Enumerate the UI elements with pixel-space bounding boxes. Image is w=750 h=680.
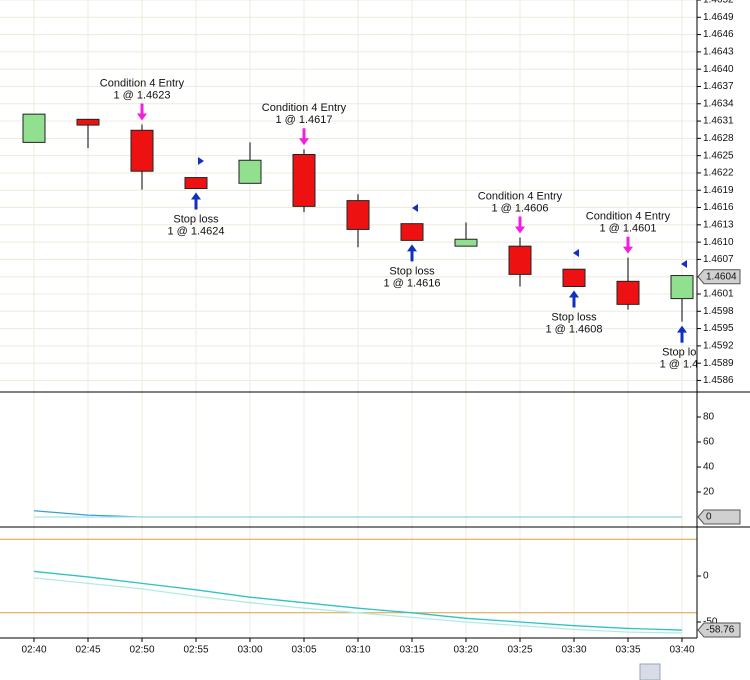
- candle-body: [184, 177, 208, 190]
- annotation-text: 1 @ 1.46: [660, 359, 705, 371]
- y-tick-label: 1.4586: [703, 375, 734, 386]
- series-line: [33, 570, 683, 631]
- y-tick-label: 20: [703, 487, 715, 498]
- candle-body: [454, 238, 478, 247]
- y-tick-label: 40: [703, 462, 715, 473]
- y-tick-label: 1.4607: [703, 254, 734, 265]
- y-tick-label: 1.4592: [703, 341, 734, 352]
- y-tick-label: 1.4598: [703, 306, 734, 317]
- y-tick-label: 1.4601: [703, 289, 734, 300]
- candle-body: [130, 129, 154, 172]
- annotation-text: Stop loss: [173, 213, 219, 225]
- y-tick-label: 1.4595: [703, 323, 734, 334]
- candle-body: [670, 275, 694, 300]
- y-tick-label: 0: [703, 571, 709, 582]
- last-value-box: [697, 269, 741, 285]
- x-tick-label: 03:20: [453, 645, 478, 656]
- last-value-label: -58.76: [706, 625, 735, 636]
- entry-arrow-head: [623, 246, 633, 254]
- y-tick-label: 1.4631: [703, 116, 734, 127]
- scrollbar-thumb[interactable]: [639, 663, 661, 680]
- candle-body: [22, 113, 46, 143]
- stop-arrow-head: [191, 192, 201, 200]
- entry-arrow-head: [515, 226, 525, 234]
- y-tick-label: 1.4649: [703, 12, 734, 23]
- annotation-text: 1 @ 1.4616: [383, 277, 440, 289]
- entry-arrow-head: [137, 113, 147, 121]
- stop-arrow-head: [407, 244, 417, 252]
- candle-body: [292, 153, 316, 207]
- y-tick-label: 1.4637: [703, 81, 734, 92]
- flag: [681, 260, 687, 268]
- other-layer: 02:40 02:45 02:50 02:55 03:00 03:05 03:10 03:15…: [0, 0, 741, 656]
- y-tick-label: 1.4619: [703, 185, 734, 196]
- y-tick-label: -50: [703, 617, 718, 628]
- y-tick-label: 1.4625: [703, 150, 734, 161]
- last-value-box: [697, 509, 741, 525]
- last-value-box: [697, 622, 741, 638]
- annotation-text: Condition 4 Entry: [100, 77, 185, 89]
- annotation-text: 1 @ 1.4623: [113, 89, 170, 101]
- last-value-label: 1.4604: [706, 271, 737, 282]
- y-tick-label: 80: [703, 412, 715, 423]
- stop-arrow-head: [677, 325, 687, 333]
- annotation-text: 1 @ 1.4601: [599, 223, 656, 235]
- last-value-label: 0: [706, 512, 712, 523]
- y-tick-label: 60: [703, 437, 715, 448]
- candle-body: [76, 118, 100, 126]
- x-tick-label: 03:35: [615, 645, 640, 656]
- stop-arrow-head: [569, 290, 579, 298]
- y-tick-label: 1.4646: [703, 29, 734, 40]
- annotation-text: 1 @ 1.4608: [545, 323, 602, 335]
- x-tick-label: 03:00: [237, 645, 262, 656]
- annotation-text: Stop loss: [551, 311, 597, 323]
- y-tick-label: 1.4640: [703, 64, 734, 75]
- flag: [573, 249, 579, 257]
- annotation-text: 1 @ 1.4606: [491, 202, 548, 214]
- annotation-text: 1 @ 1.4617: [275, 114, 332, 126]
- y-tick-label: 1.4628: [703, 133, 734, 144]
- x-tick-label: 02:50: [129, 645, 154, 656]
- annotation-text: Stop los: [662, 347, 702, 359]
- candle-body: [562, 268, 586, 288]
- series-line: [33, 577, 683, 634]
- x-tick-label: 03:05: [291, 645, 316, 656]
- entry-arrow-head: [299, 138, 309, 146]
- x-tick-label: 02:55: [183, 645, 208, 656]
- y-tick-label: 1.4652: [703, 0, 734, 6]
- annotation-text: Stop loss: [389, 265, 435, 277]
- y-tick-label: 1.4613: [703, 219, 734, 230]
- y-tick-label: 1.4643: [703, 47, 734, 58]
- y-tick-label: 1.4610: [703, 237, 734, 248]
- y-tick-label: 1.4622: [703, 168, 734, 179]
- annotation-text: Condition 4 Entry: [478, 190, 563, 202]
- x-tick-label: 03:30: [561, 645, 586, 656]
- annotation-text: Condition 4 Entry: [262, 102, 347, 114]
- flag: [412, 204, 418, 212]
- x-tick-label: 03:25: [507, 645, 532, 656]
- candle-body: [346, 200, 370, 230]
- x-tick-label: 03:40: [669, 645, 694, 656]
- candle-body: [238, 159, 262, 184]
- x-tick-label: 02:40: [21, 645, 46, 656]
- annotation-text: Condition 4 Entry: [586, 211, 671, 223]
- y-tick-label: 1.4589: [703, 358, 734, 369]
- annotation-text: 1 @ 1.4624: [167, 225, 224, 237]
- candle-body: [508, 245, 532, 275]
- x-tick-label: 03:15: [399, 645, 424, 656]
- candle-body: [400, 223, 424, 241]
- y-tick-label: 1.4616: [703, 202, 734, 213]
- x-tick-label: 03:10: [345, 645, 370, 656]
- flag: [198, 157, 204, 165]
- candle-body: [616, 280, 640, 305]
- y-tick-label: 1.4634: [703, 98, 734, 109]
- x-tick-label: 02:45: [75, 645, 100, 656]
